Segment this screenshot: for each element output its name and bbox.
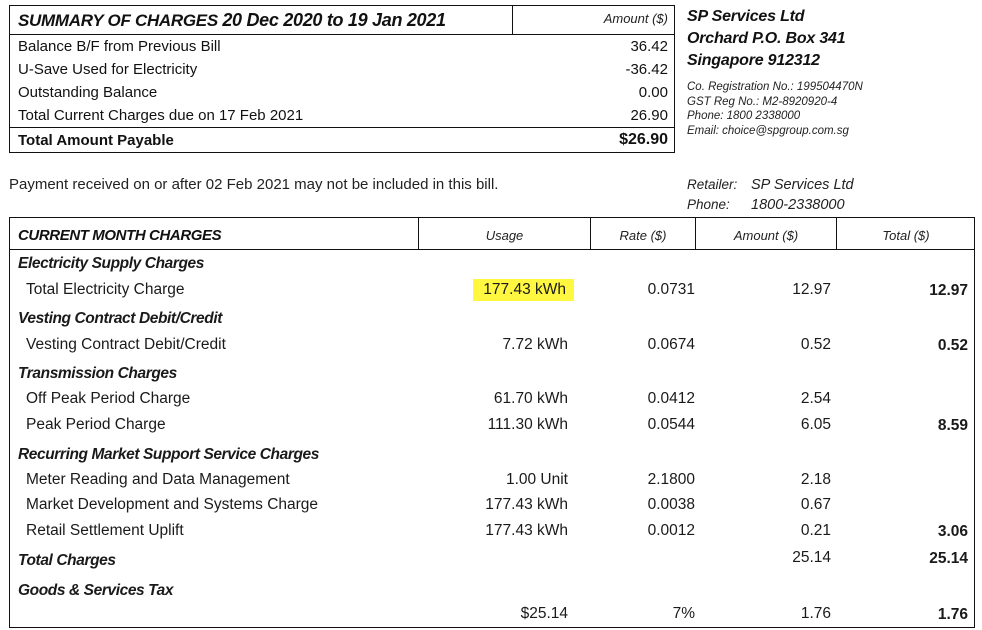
payment-note: Payment received on or after 02 Feb 2021… — [9, 176, 499, 193]
retailer-name: SP Services Ltd — [751, 177, 854, 193]
charge-row: Vesting Contract Debit/Credit 7.72 kWh 0… — [26, 336, 968, 354]
charge-row: Peak Period Charge 111.30 kWh 0.0544 6.0… — [26, 416, 968, 434]
company-address-2: Singapore 912312 — [687, 52, 820, 69]
retailer-phone: 1800-2338000 — [751, 197, 845, 213]
category-row: Recurring Market Support Service Charges — [18, 446, 319, 463]
charge-row: Market Development and Systems Charge 17… — [26, 496, 831, 513]
category-row: Electricity Supply Charges — [18, 255, 204, 272]
charges-header: CURRENT MONTH CHARGES Usage Rate ($) Amo… — [10, 218, 974, 250]
gst-row: $25.14 7% 1.76 1.76 — [520, 605, 968, 623]
category-row: Transmission Charges — [18, 365, 177, 382]
summary-row: Total Current Charges due on 17 Feb 2021… — [18, 107, 668, 124]
amount-header: Amount ($) — [603, 11, 668, 26]
company-address-1: Orchard P.O. Box 341 — [687, 30, 846, 47]
total-amount-payable: $26.90 — [619, 131, 668, 148]
summary-row: U-Save Used for Electricity -36.42 — [18, 61, 668, 78]
company-info: SP Services Ltd Orchard P.O. Box 341 Sin… — [687, 6, 863, 138]
summary-header: SUMMARY OF CHARGES 20 Dec 2020 to 19 Jan… — [10, 6, 674, 35]
summary-of-charges-box: SUMMARY OF CHARGES 20 Dec 2020 to 19 Jan… — [9, 5, 675, 153]
category-row: Goods & Services Tax — [18, 582, 174, 599]
summary-row: Balance B/F from Previous Bill 36.42 — [18, 38, 668, 55]
header-divider — [512, 6, 513, 34]
charge-row: Retail Settlement Uplift 177.43 kWh 0.00… — [26, 522, 968, 540]
column-total: Total ($) — [882, 228, 930, 243]
company-registration: Co. Registration No.: 199504470N — [687, 81, 863, 93]
current-month-charges-table: CURRENT MONTH CHARGES Usage Rate ($) Amo… — [9, 217, 975, 628]
charge-row: Total Electricity Charge 177.43 kWh 0.07… — [26, 279, 968, 301]
summary-title: SUMMARY OF CHARGES 20 Dec 2020 to 19 Jan… — [18, 10, 446, 30]
total-charges-row: Total Charges 25.14 25.14 — [18, 549, 968, 569]
company-name: SP Services Ltd — [687, 8, 805, 25]
column-amount: Amount ($) — [733, 228, 799, 243]
gst-registration: GST Reg No.: M2-8920920-4 — [687, 95, 838, 108]
highlighted-usage: 177.43 kWh — [473, 279, 574, 301]
retailer-info: Retailer: SP Services Ltd Phone: 1800-2338… — [687, 177, 854, 213]
column-rate: Rate ($) — [619, 228, 667, 243]
charge-row: Off Peak Period Charge 61.70 kWh 0.0412 … — [26, 390, 831, 407]
category-row: Vesting Contract Debit/Credit — [18, 310, 222, 327]
total-amount-payable-row: Total Amount Payable $26.90 — [10, 127, 674, 154]
column-usage: Usage — [485, 228, 524, 243]
company-email[interactable]: Email: choice@spgroup.com.sg — [687, 124, 849, 137]
charges-title: CURRENT MONTH CHARGES — [18, 227, 222, 244]
company-phone: Phone: 1800 2338000 — [687, 110, 801, 122]
summary-row: Outstanding Balance 0.00 — [18, 84, 668, 101]
charge-row: Meter Reading and Data Management 1.00 U… — [26, 471, 831, 488]
summary-period: 20 Dec 2020 to 19 Jan 2021 — [222, 10, 446, 30]
